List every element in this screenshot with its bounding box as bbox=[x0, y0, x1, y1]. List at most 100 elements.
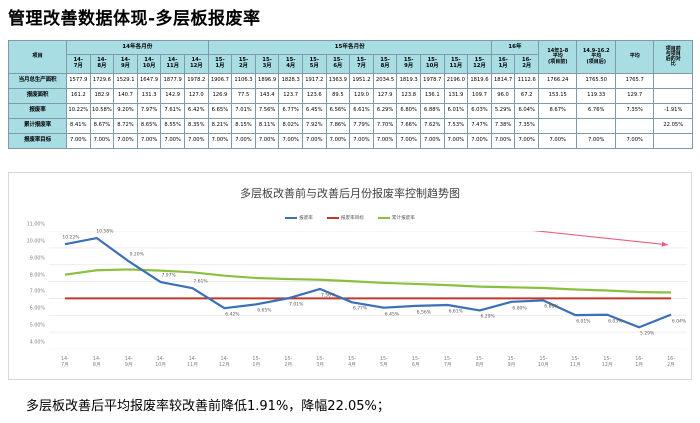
table-header-summary: 平均 bbox=[614, 40, 655, 74]
table-cell: 8.41% bbox=[66, 118, 91, 134]
table-cell: 7.97% bbox=[136, 103, 162, 119]
table-cell: 7.70% bbox=[372, 118, 398, 134]
y-axis-tick-label: 10.00% bbox=[26, 239, 45, 245]
data-point-label: 10.58% bbox=[96, 229, 114, 235]
table-cell: 7.53% bbox=[443, 118, 469, 134]
table-cell: 6.56% bbox=[325, 103, 351, 119]
data-point-label: 7.97% bbox=[161, 273, 176, 279]
table-cell: 8.15% bbox=[231, 118, 256, 134]
table-cell: 142.9 bbox=[160, 88, 185, 104]
table-cell: 8.21% bbox=[207, 118, 233, 134]
x-axis-tick-label: 15- 8月 bbox=[475, 357, 484, 368]
table-cell: 1896.9 bbox=[254, 73, 280, 89]
series-line-0 bbox=[64, 236, 672, 329]
table-header-month: 15- 12月 bbox=[467, 54, 492, 74]
table-cell: 7.00% bbox=[231, 133, 256, 149]
table-header-month: 15- 10月 bbox=[419, 54, 445, 74]
data-point-label: 6.42% bbox=[225, 312, 240, 318]
table-cell-summary: 7.00% bbox=[576, 133, 616, 149]
table-cell: 131.3 bbox=[136, 88, 162, 104]
data-point-label: 6.03% bbox=[608, 319, 623, 325]
scrap-rate-table: 项目 14年各月份 15年各月份 16年 14年1-8 平均 (项目前) 14.9-16.2 平… bbox=[8, 40, 693, 149]
x-axis-tick-label: 14- 7月 bbox=[61, 357, 69, 368]
data-point-label: 6.56% bbox=[416, 310, 431, 316]
y-axis-tick-label: 5.00% bbox=[29, 323, 45, 329]
table-cell-summary bbox=[614, 118, 655, 134]
table-cell: 7.00% bbox=[160, 133, 185, 149]
table-cell: 1978.2 bbox=[183, 73, 209, 89]
y-axis-labels: 11.00% 10.00% 9.00% 8.00% 7.00% 6.00% 5.00% 4.0… bbox=[9, 223, 47, 355]
x-axis-tick-label: 15- 10月 bbox=[537, 357, 549, 368]
page-title: 管理改善数据体现-多层板报废率 bbox=[8, 9, 261, 29]
table-cell: 6.29% bbox=[372, 103, 398, 119]
table-cell-summary: 7.35% bbox=[614, 103, 655, 119]
table-cell: 131.9 bbox=[443, 88, 469, 104]
table-cell: 1819.6 bbox=[467, 73, 492, 89]
table-cell: 129.0 bbox=[349, 88, 374, 104]
x-axis-labels: 14- 7月 14- 8月 14- 9月 14- 10月 14- 11月 14- 12月 15- 1月 15… bbox=[49, 353, 687, 377]
table-cell: 7.01% bbox=[231, 103, 256, 119]
table-cell: 8.02% bbox=[278, 118, 303, 134]
x-axis-tick-label: 14- 9月 bbox=[124, 357, 133, 368]
x-axis-tick-label: 16- 2月 bbox=[667, 357, 675, 368]
table-cell: 7.00% bbox=[207, 133, 233, 149]
legend-item[interactable]: 报废率目标 bbox=[326, 215, 364, 221]
table-cell: 7.00% bbox=[278, 133, 303, 149]
table-cell: 7.00% bbox=[419, 133, 445, 149]
table-cell: 7.61% bbox=[160, 103, 185, 119]
table-cell: 7.00% bbox=[490, 133, 516, 149]
table-cell: 7.00% bbox=[183, 133, 209, 149]
table-header-month: 15- 5月 bbox=[301, 54, 327, 74]
table-cell: 6.77% bbox=[278, 103, 303, 119]
table-row-label: 报废率 bbox=[8, 103, 67, 119]
table-row: 报废率目标 7.00% 7.00% 7.00% 7.00% 7.00% 7.00% 7.00%… bbox=[8, 133, 693, 149]
table-cell: 143.4 bbox=[254, 88, 280, 104]
x-axis-tick-label: 15- 5月 bbox=[380, 357, 388, 368]
x-axis-tick-label: 15- 6月 bbox=[411, 357, 420, 368]
data-point-label: 6.01% bbox=[576, 319, 591, 325]
table-cell: 67.2 bbox=[514, 88, 539, 104]
table-header-group-row: 项目 14年各月份 15年各月份 16年 14年1-8 平均 (项目前) 14.9-16.2 平… bbox=[8, 40, 693, 74]
table-cell: 161.2 bbox=[66, 88, 91, 104]
table-header-group: 14年各月份 bbox=[66, 40, 209, 55]
table-body: 当月总生产面积 1577.9 1729.6 1529.1 1647.9 1877.9 197… bbox=[8, 73, 693, 149]
data-point-label: 7.56% bbox=[320, 293, 336, 299]
table-cell: 126.9 bbox=[207, 88, 233, 104]
table-cell: 6.80% bbox=[396, 103, 421, 119]
table-cell-summary bbox=[653, 133, 693, 149]
table-header-month: 14- 7月 bbox=[66, 54, 91, 74]
table-cell: 1906.7 bbox=[207, 73, 233, 89]
table-cell-summary bbox=[537, 118, 578, 134]
table-cell: 6.03% bbox=[467, 103, 492, 119]
table-cell: 8.65% bbox=[136, 118, 162, 134]
table-row: 报废面积 161.2 182.9 140.7 131.3 142.9 127.0 126.9 7… bbox=[8, 88, 693, 104]
legend-label: 报废率目标 bbox=[340, 216, 364, 221]
table-cell: 127.0 bbox=[183, 88, 209, 104]
table-cell: 7.00% bbox=[443, 133, 469, 149]
data-point-label: 10.22% bbox=[62, 235, 80, 241]
table-cell: 1814.7 bbox=[490, 73, 516, 89]
table-cell: 182.9 bbox=[89, 88, 115, 104]
table-cell: 1828.3 bbox=[278, 73, 303, 89]
table-cell-summary: 7.00% bbox=[614, 133, 655, 149]
table-cell: 7.00% bbox=[372, 133, 398, 149]
table-cell: 1647.9 bbox=[136, 73, 162, 89]
data-point-label: 6.80% bbox=[512, 306, 527, 312]
data-point-label: 6.77% bbox=[352, 306, 368, 312]
table-cell: 7.00% bbox=[113, 133, 138, 149]
table-cell-summary: -1.91% bbox=[653, 103, 693, 119]
table-cell: 6.65% bbox=[207, 103, 233, 119]
table-header-month: 15- 6月 bbox=[325, 54, 351, 74]
table-cell-summary: 153.15 bbox=[537, 88, 578, 104]
legend-item[interactable]: 报废率 bbox=[285, 215, 313, 221]
table-cell: 8.67% bbox=[89, 118, 115, 134]
legend-item[interactable]: 累计报废率 bbox=[377, 215, 415, 221]
table-cell: 2196.0 bbox=[443, 73, 469, 89]
table-cell: 7.66% bbox=[396, 118, 421, 134]
trend-arrow-annotation bbox=[112, 185, 668, 247]
table-cell: 7.86% bbox=[325, 118, 351, 134]
data-point-label: 6.65% bbox=[257, 308, 272, 314]
table-cell: 1577.9 bbox=[66, 73, 91, 89]
table-cell: 7.38% bbox=[490, 118, 516, 134]
x-axis-tick-label: 14- 8月 bbox=[92, 357, 101, 368]
